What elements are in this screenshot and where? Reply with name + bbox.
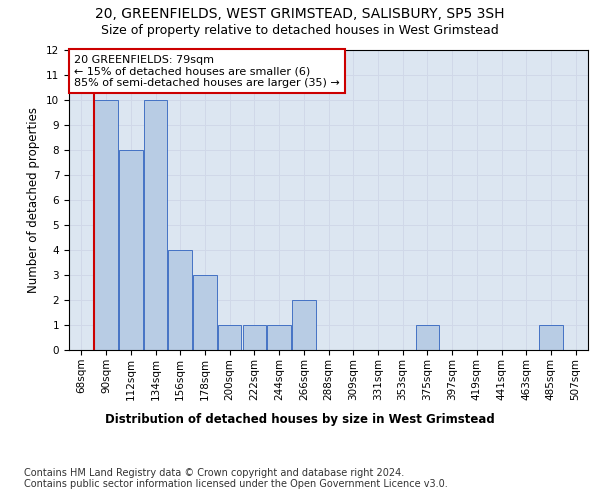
- Text: Contains HM Land Registry data © Crown copyright and database right 2024.
Contai: Contains HM Land Registry data © Crown c…: [24, 468, 448, 489]
- Bar: [169, 250, 192, 350]
- Bar: [539, 325, 563, 350]
- Bar: [94, 100, 118, 350]
- Bar: [119, 150, 143, 350]
- Y-axis label: Number of detached properties: Number of detached properties: [28, 107, 40, 293]
- Text: 20 GREENFIELDS: 79sqm
← 15% of detached houses are smaller (6)
85% of semi-detac: 20 GREENFIELDS: 79sqm ← 15% of detached …: [74, 54, 340, 88]
- Bar: [242, 325, 266, 350]
- Bar: [268, 325, 291, 350]
- Bar: [416, 325, 439, 350]
- Bar: [218, 325, 241, 350]
- Text: Size of property relative to detached houses in West Grimstead: Size of property relative to detached ho…: [101, 24, 499, 37]
- Text: Distribution of detached houses by size in West Grimstead: Distribution of detached houses by size …: [105, 412, 495, 426]
- Bar: [144, 100, 167, 350]
- Text: 20, GREENFIELDS, WEST GRIMSTEAD, SALISBURY, SP5 3SH: 20, GREENFIELDS, WEST GRIMSTEAD, SALISBU…: [95, 8, 505, 22]
- Bar: [193, 275, 217, 350]
- Bar: [292, 300, 316, 350]
